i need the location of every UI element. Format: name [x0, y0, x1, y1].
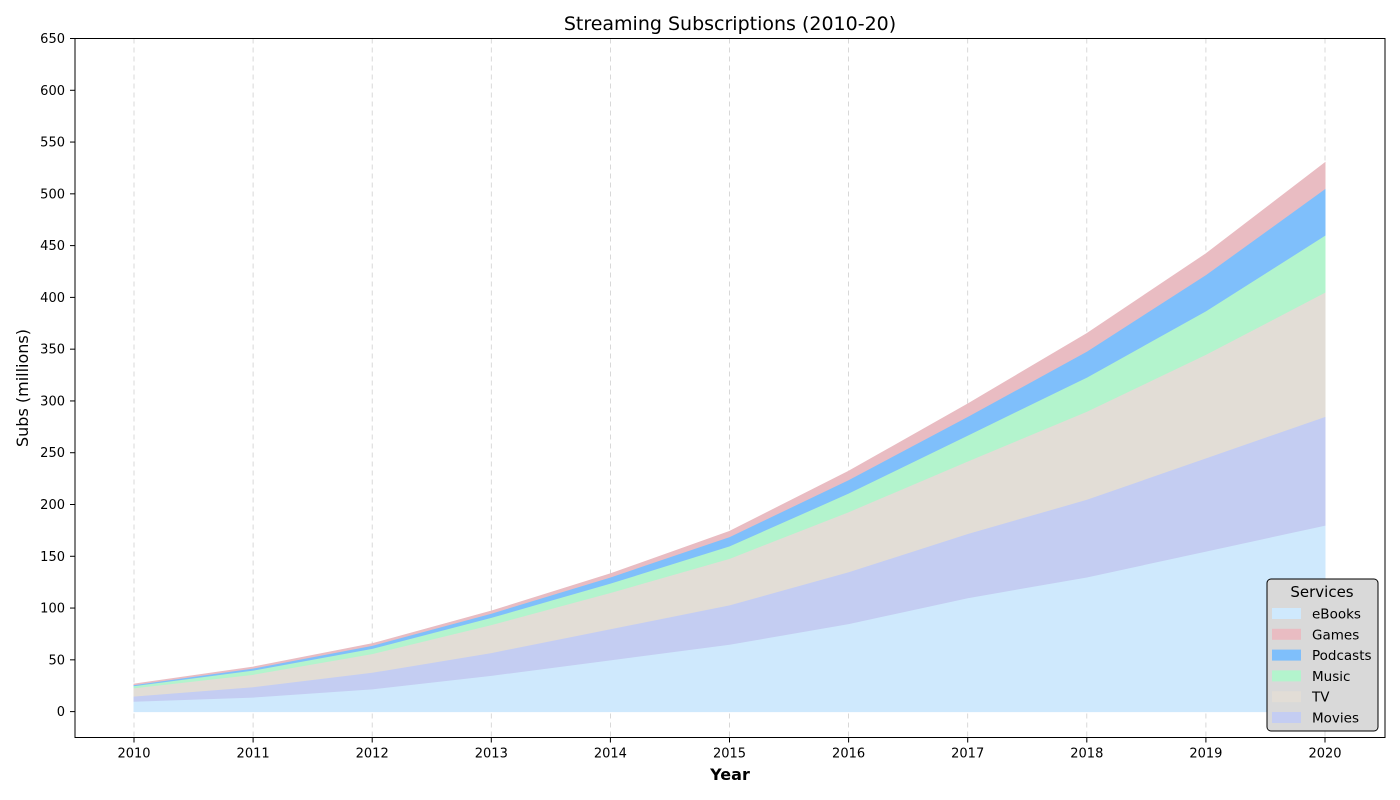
legend-items: eBooks Games Podcasts Music TV Movies: [1272, 607, 1372, 727]
legend-swatch-games: [1272, 628, 1301, 640]
y-tick-label-450: 450: [40, 239, 65, 254]
legend-swatch-music: [1272, 670, 1301, 682]
legend-swatch-movies: [1272, 712, 1301, 723]
area-games: [133, 161, 1326, 686]
legend-label-ebooks: eBooks: [1312, 607, 1361, 623]
legend-label-movies: Movies: [1312, 711, 1359, 727]
x-tick-label-2018: 2018: [1070, 747, 1103, 762]
legend-label-podcasts: Podcasts: [1312, 648, 1372, 664]
y-tick-label-600: 600: [40, 84, 65, 99]
y-tick-label-500: 500: [40, 187, 65, 202]
y-tick-label-550: 550: [40, 136, 65, 151]
area-series-group: [133, 161, 1326, 713]
x-tick-label-2017: 2017: [951, 747, 984, 762]
legend-swatch-ebooks: [1272, 608, 1301, 619]
x-tick-label-2010: 2010: [117, 747, 150, 762]
x-tick-label-2011: 2011: [237, 747, 270, 762]
y-tick-label-250: 250: [40, 446, 65, 461]
x-tick-label-2020: 2020: [1308, 747, 1341, 762]
y-tick-label-400: 400: [40, 291, 65, 306]
legend: Services eBooks Games Podcasts Music TV Movie…: [1266, 578, 1379, 732]
y-tick-label-100: 100: [40, 602, 65, 617]
legend-label-music: Music: [1312, 669, 1350, 685]
y-tick-label-350: 350: [40, 343, 65, 358]
legend-swatch-podcasts: [1272, 649, 1301, 661]
x-axis-title: Year: [709, 765, 750, 784]
x-tick-label-2015: 2015: [713, 747, 746, 762]
y-tick-label-0: 0: [57, 705, 65, 720]
legend-label-games: Games: [1312, 627, 1359, 643]
y-tick-label-300: 300: [40, 394, 65, 409]
legend-title: Services: [1290, 583, 1353, 601]
x-tick-label-2014: 2014: [594, 747, 627, 762]
y-tick-label-150: 150: [40, 550, 65, 565]
y-tick-label-200: 200: [40, 498, 65, 513]
legend-swatch-tv: [1272, 691, 1301, 703]
x-tick-label-2016: 2016: [832, 747, 865, 762]
x-tick-label-2019: 2019: [1189, 747, 1222, 762]
y-axis: 0 50 100 150 200 250 300 350 400 450 500 550 600 650: [40, 32, 75, 720]
y-tick-label-650: 650: [40, 32, 65, 47]
y-axis-title: Subs (millions): [13, 329, 32, 447]
x-tick-label-2013: 2013: [475, 747, 508, 762]
chart-title: Streaming Subscriptions (2010-20): [564, 13, 896, 35]
x-tick-label-2012: 2012: [356, 747, 389, 762]
x-axis: 2010 2011 2012 2013 2014 2015 2016 2017 2018 2019…: [117, 737, 1342, 762]
y-tick-label-50: 50: [48, 653, 65, 668]
legend-label-tv: TV: [1311, 690, 1330, 706]
